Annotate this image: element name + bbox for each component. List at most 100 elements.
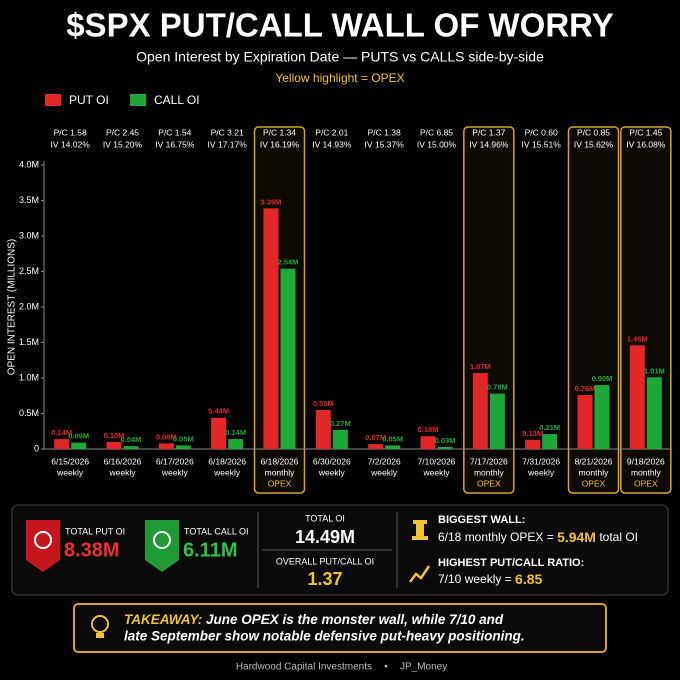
value-label: 0.76M — [575, 384, 596, 393]
value-label: 0.09M — [68, 432, 89, 441]
opex-highlight — [253, 126, 306, 494]
iv-label: IV 14.96% — [469, 139, 509, 149]
bar — [629, 345, 645, 449]
y-tick-label: 0.5M — [19, 408, 39, 418]
summary-value: 6.85 — [515, 571, 542, 587]
bulb-icon — [91, 615, 109, 633]
pc-label: P/C 1.45 — [629, 127, 662, 137]
x-tick-sublabel: weekly — [370, 467, 398, 477]
opex-label: OPEX — [634, 478, 658, 488]
pc-label: P/C 1.54 — [158, 127, 191, 137]
y-tick-label: 1.0M — [19, 372, 39, 382]
value-label: 0.27M — [330, 419, 351, 428]
pc-label: P/C 0.85 — [577, 127, 610, 137]
summary-text: total OI — [596, 530, 638, 544]
summary-text: 6/18 monthly OPEX = — [438, 530, 557, 544]
x-tick-sublabel: monthly — [474, 467, 505, 477]
value-label: 0.10M — [104, 431, 125, 440]
bar — [542, 434, 558, 449]
x-tick-label: 7/31/2026 — [522, 456, 560, 466]
legend-swatch — [45, 94, 61, 106]
pc-label: P/C 2.01 — [315, 127, 348, 137]
x-tick-sublabel: weekly — [318, 467, 346, 477]
bar — [368, 444, 384, 449]
x-tick-sublabel: weekly — [161, 467, 189, 477]
summary-label: HIGHEST PUT/CALL RATIO: — [438, 557, 584, 569]
pc-label: P/C 0.60 — [525, 127, 558, 137]
x-tick-sublabel: weekly — [109, 467, 137, 477]
value-label: 0.90M — [592, 374, 613, 383]
pc-label: P/C 1.38 — [368, 127, 401, 137]
takeaway-box — [73, 603, 607, 653]
x-tick-label: 6/15/2026 — [51, 456, 89, 466]
value-label: 0.78M — [487, 383, 508, 392]
ratio-icon — [409, 565, 431, 583]
bar — [594, 385, 610, 449]
bar — [158, 443, 174, 449]
summary-line: 7/10 weekly = 6.85 — [438, 571, 543, 587]
opex-label: OPEX — [477, 478, 501, 488]
legend-label: PUT OI — [69, 93, 109, 107]
value-label: 0.14M — [225, 428, 246, 437]
bar — [211, 417, 227, 449]
value-label: 0.44M — [208, 407, 229, 416]
opex-highlight — [620, 126, 672, 494]
bar — [420, 436, 436, 449]
bar — [106, 441, 122, 449]
legend-swatch — [130, 94, 146, 106]
x-tick-label: 7/10/2026 — [418, 456, 456, 466]
x-tick-label: 8/21/2026 — [575, 456, 613, 466]
y-tick-label: 2.5M — [19, 266, 39, 276]
summary-text: 7/10 weekly = — [438, 572, 515, 586]
iv-label: IV 16.08% — [626, 139, 666, 149]
summary-label: TOTAL CALL OI — [184, 526, 249, 536]
legend-label: CALL OI — [154, 93, 200, 107]
value-label: 0.13M — [522, 429, 543, 438]
pc-label: P/C 2.45 — [106, 127, 139, 137]
iv-label: IV 15.00% — [417, 139, 457, 149]
value-label: 0.05M — [173, 434, 194, 443]
value-label: 0.03M — [435, 436, 456, 445]
y-tick-label: 3.5M — [19, 195, 39, 205]
x-tick-sublabel: weekly — [213, 467, 241, 477]
y-axis-title: OPEN INTEREST (MILLIONS) — [7, 239, 18, 376]
put-icon — [26, 520, 60, 572]
x-tick-sublabel: monthly — [631, 467, 662, 477]
bar — [489, 393, 505, 449]
bar — [315, 409, 331, 449]
y-tick-label: 2.0M — [19, 301, 39, 311]
x-tick-label: 6/30/2026 — [313, 456, 351, 466]
y-tick-label: 1.5M — [19, 337, 39, 347]
bar — [332, 429, 348, 449]
y-tick-label: 0 — [34, 443, 39, 453]
summary-label: TOTAL OI — [305, 513, 345, 523]
summary-line: 6/18 monthly OPEX = 5.94M total OI — [438, 529, 638, 545]
opex-label: OPEX — [268, 478, 292, 488]
iv-label: IV 16.19% — [260, 139, 300, 149]
iv-label: IV 14.02% — [51, 139, 91, 149]
x-tick-label: 6/18/2026 — [208, 456, 246, 466]
call-icon-glyph — [153, 531, 171, 549]
x-tick-label: 6/18/2026 — [261, 456, 299, 466]
bar — [577, 395, 593, 449]
bar — [263, 208, 279, 449]
value-label: 3.39M — [261, 197, 282, 206]
summary-value: 8.38M — [64, 539, 120, 561]
x-tick-label: 9/18/2026 — [627, 456, 665, 466]
x-tick-sublabel: monthly — [265, 467, 296, 477]
bar — [280, 268, 296, 449]
put-icon-glyph — [34, 531, 52, 549]
iv-label: IV 15.20% — [103, 139, 143, 149]
value-label: 0.07M — [365, 433, 386, 442]
x-tick-label: 7/17/2026 — [470, 456, 508, 466]
opex-highlight — [463, 126, 515, 494]
summary-label: TOTAL PUT OI — [65, 526, 125, 536]
x-tick-label: 6/17/2026 — [156, 456, 194, 466]
value-label: 0.21M — [539, 423, 560, 432]
footer-text: Hardwood Capital Investments — [236, 662, 372, 673]
value-label: 1.46M — [627, 334, 648, 343]
highlight-note: Yellow highlight = OPEX — [275, 71, 404, 85]
plot: PUT OI CALL OI 0 0.5M 1.0M 1.5M 2.0M 2.5M 3.0M 3.… — [19, 93, 672, 494]
bar — [646, 377, 662, 449]
